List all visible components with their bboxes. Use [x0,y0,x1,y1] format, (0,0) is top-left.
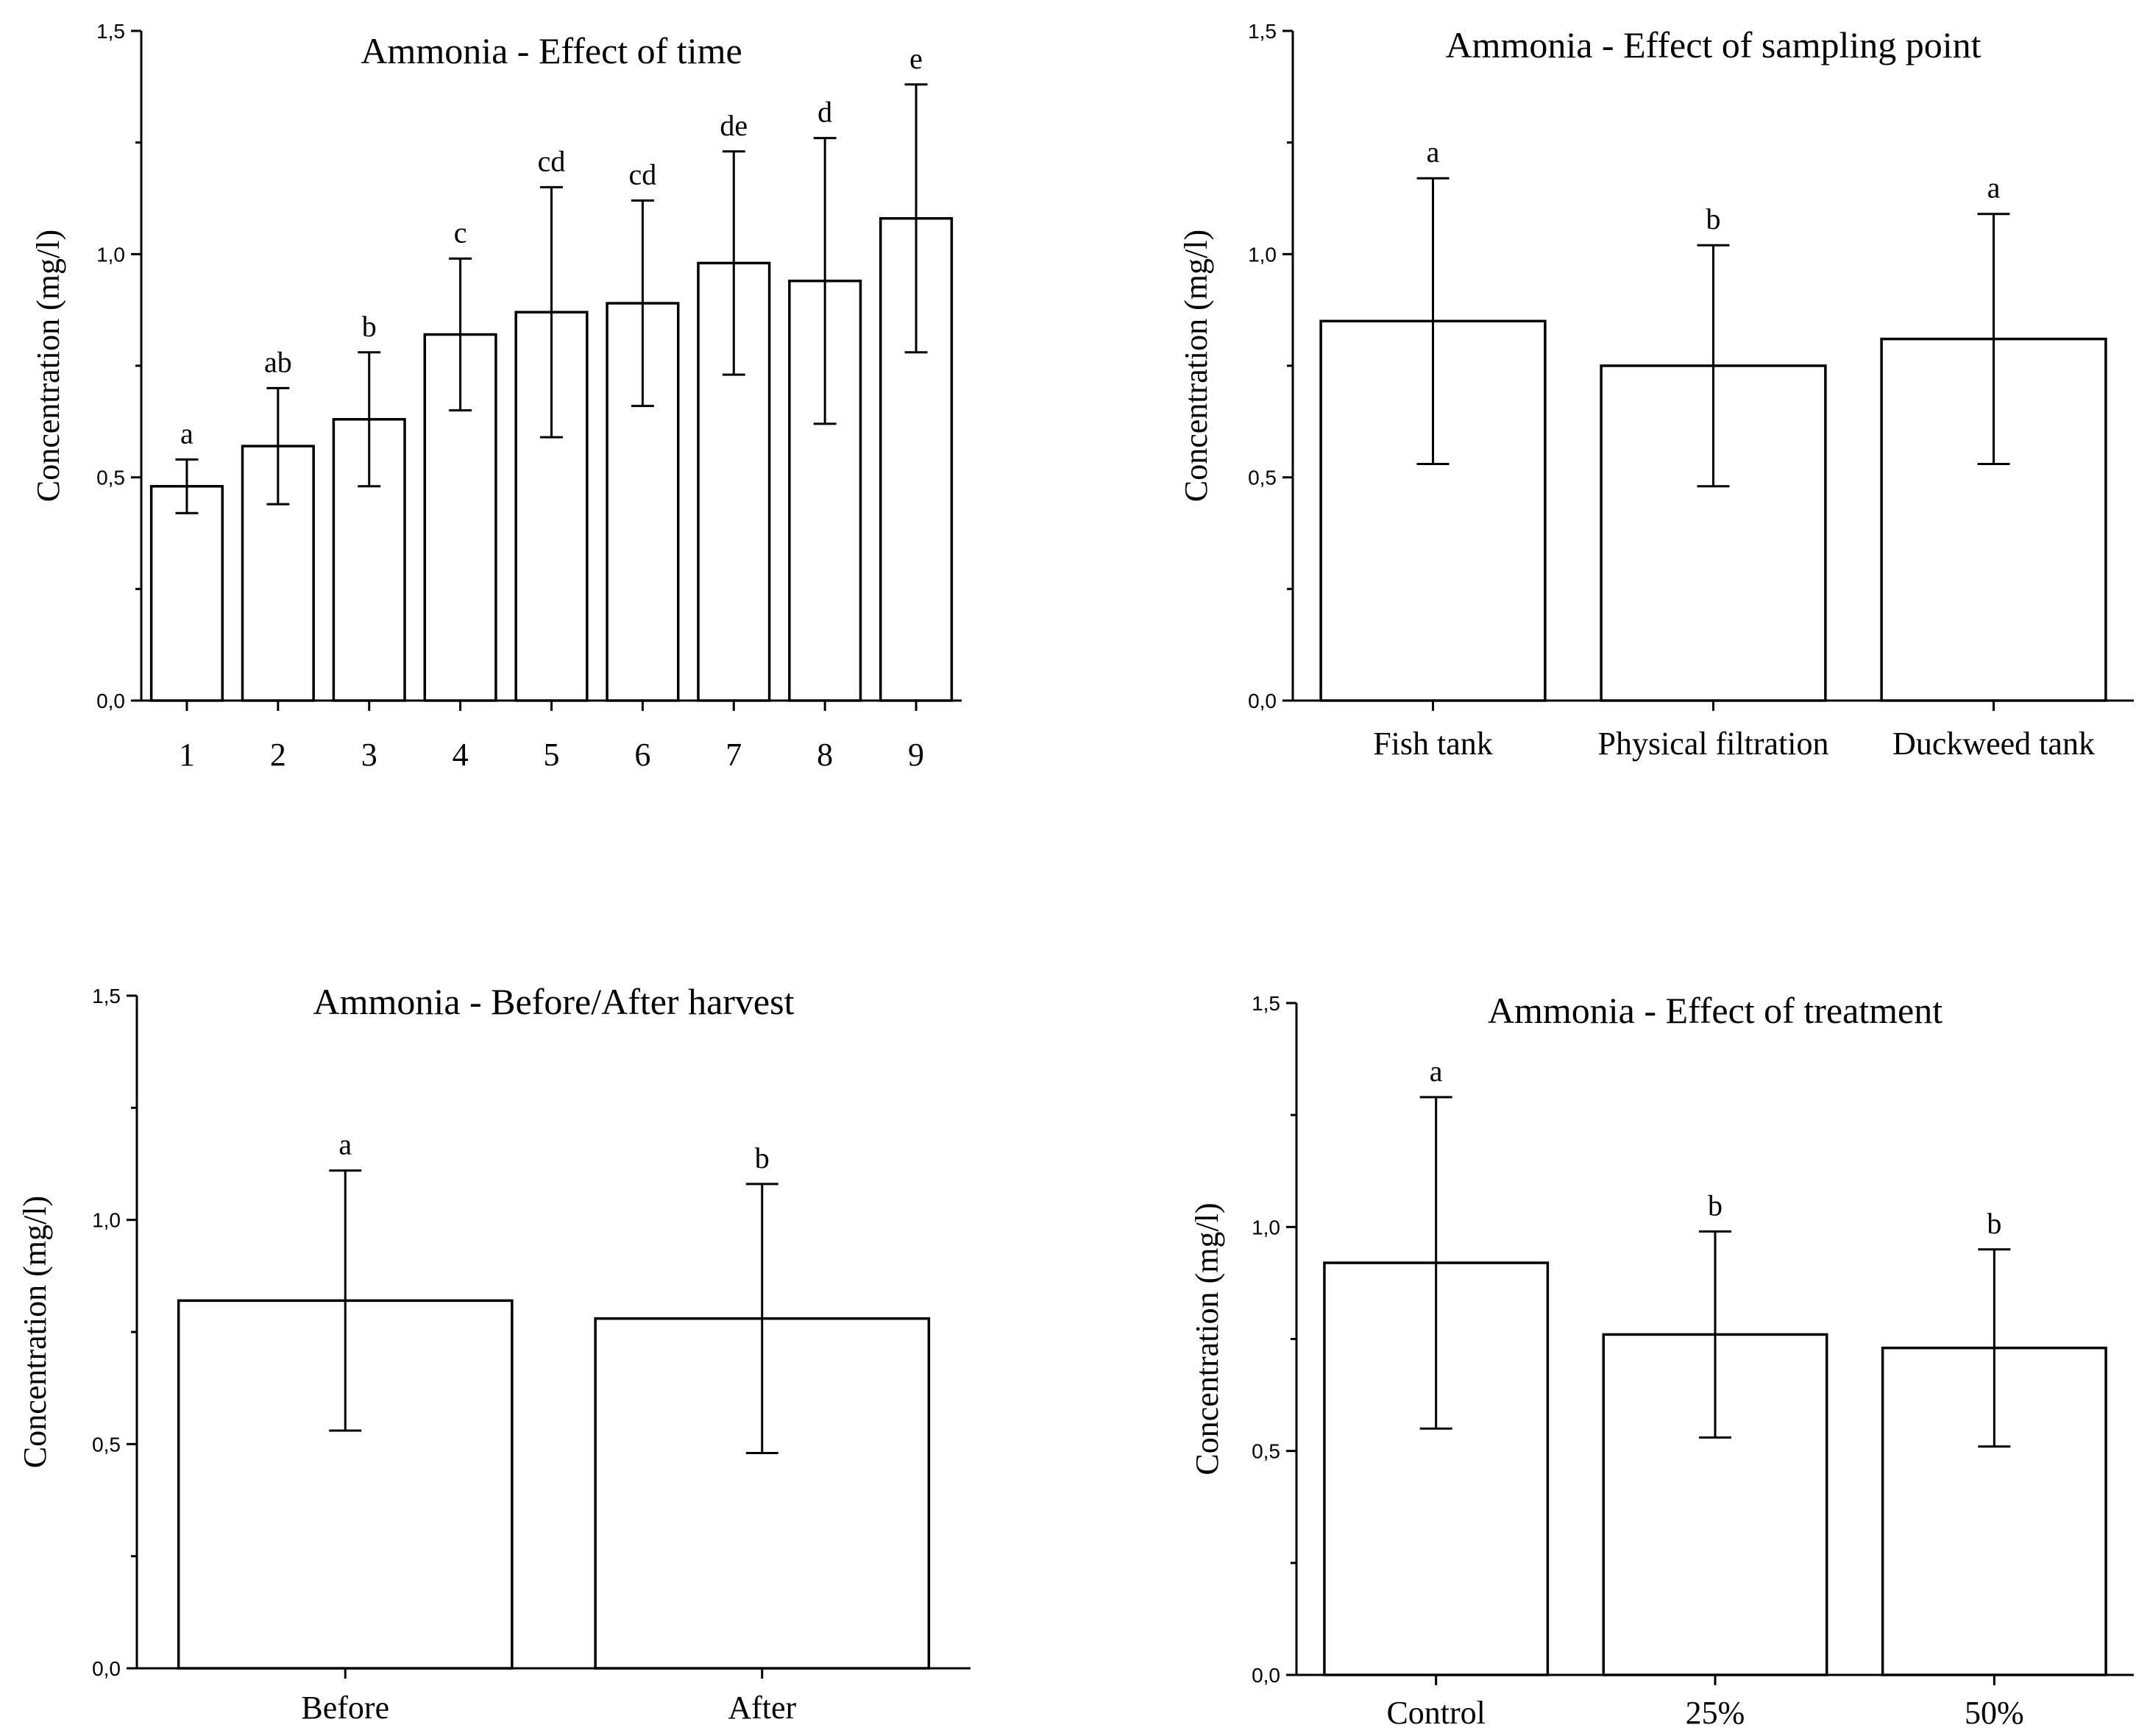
significance-label: de [720,109,748,142]
chart-panel-3: 0,0 0,5 1,0 1,5 Concentration (mg/l) Ammonia … [17,981,971,1726]
y-tick-label: 1,0 [96,243,125,266]
y-tick-label: 1,5 [1252,992,1280,1015]
chart-title: Ammonia - Effect of sampling point [1445,24,1981,65]
x-tick-label: After [728,1690,796,1726]
chart-title: Ammonia - Effect of treatment [1488,990,1943,1031]
y-tick-label: 0,5 [96,467,125,489]
y-tick-label: 0,0 [96,690,125,712]
bar [149,485,224,702]
chart-title: Ammonia - Effect of time [361,30,742,71]
significance-label: cd [538,144,566,177]
x-tick-label: Control [1386,1695,1485,1731]
significance-label: b [755,1141,770,1175]
significance-label: b [1987,1207,2001,1240]
y-axis-label: Concentration (mg/l) [30,230,66,502]
x-tick-label: 1 [179,737,195,773]
significance-label: ab [264,345,292,378]
x-tick-label: 6 [634,737,650,773]
x-tick-label: 3 [361,737,377,773]
x-tick-label: Duckweed tank [1892,726,2095,762]
significance-label: a [180,417,194,450]
y-tick-label: 1,0 [1252,1216,1280,1239]
x-tick-label: 5 [544,737,560,773]
significance-label: e [909,42,923,75]
y-tick-label: 0,0 [1248,690,1277,712]
x-tick-label: Fish tank [1373,726,1493,762]
y-tick-label: 0,0 [92,1657,121,1680]
y-axis-label: Concentration (mg/l) [17,1196,53,1468]
x-tick-label: 7 [725,737,742,773]
y-tick-label: 0,5 [92,1433,121,1456]
significance-label: b [1708,1188,1723,1222]
y-tick-label: 1,5 [92,985,121,1007]
y-tick-label: 1,5 [1248,20,1277,43]
y-axis-label: Concentration (mg/l) [1178,230,1214,502]
significance-label: a [338,1128,352,1161]
significance-label: b [362,310,377,343]
y-tick-label: 1,0 [1248,243,1277,266]
significance-label: a [1987,171,2001,205]
x-tick-label: 25% [1686,1695,1745,1731]
significance-label: cd [629,158,657,191]
x-tick-label: Physical filtration [1597,726,1828,762]
bar [332,418,406,702]
x-tick-label: 2 [270,737,286,773]
y-tick-label: 1,0 [92,1209,121,1232]
x-tick-label: 50% [1965,1695,2024,1731]
significance-label: d [817,96,832,129]
x-tick-label: Before [301,1690,389,1726]
chart-title: Ammonia - Before/After harvest [313,981,795,1022]
y-axis-label: Concentration (mg/l) [1189,1202,1225,1475]
significance-label: c [454,216,467,249]
chart-panel-4: 0,0 0,5 1,0 1,5 Concentration (mg/l) Ammonia … [1189,990,2134,1731]
x-tick-label: 9 [908,737,924,773]
y-tick-label: 1,5 [96,20,125,43]
y-tick-label: 0,5 [1252,1440,1280,1463]
chart-panel-1: 0,0 0,5 1,0 1,5 Concentration (mg/l) Ammonia … [30,20,962,773]
significance-label: a [1430,1055,1443,1088]
significance-label: b [1706,202,1721,235]
x-tick-label: 8 [817,737,833,773]
x-tick-label: 4 [453,737,469,773]
significance-label: a [1427,135,1440,169]
y-tick-label: 0,5 [1248,467,1277,489]
bar [241,444,315,702]
y-tick-label: 0,0 [1252,1664,1280,1687]
chart-panel-2: 0,0 0,5 1,0 1,5 Concentration (mg/l) Ammonia … [1178,20,2134,762]
